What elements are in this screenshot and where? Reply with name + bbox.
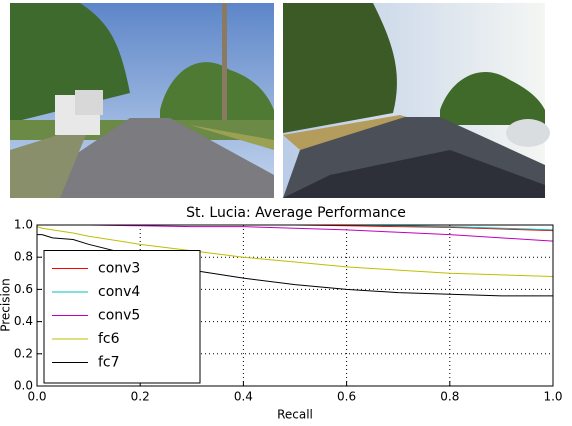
x-axis-label: Recall: [277, 408, 313, 422]
y-tick-label: 0.0: [14, 379, 33, 393]
y-tick-label: 0.8: [14, 250, 33, 264]
y-tick-label: 1.0: [14, 218, 33, 232]
axes-frame: [36, 224, 554, 387]
x-tick-label: 0.2: [131, 390, 150, 404]
photo-right: [283, 3, 550, 198]
legend-box: [43, 250, 201, 384]
y-tick-label: 0.4: [14, 314, 33, 328]
legend-label: conv4: [98, 284, 140, 300]
y-tick-label: 0.2: [14, 346, 33, 360]
y-tick-label: 0.6: [14, 282, 33, 296]
x-tick-label: 0.6: [337, 390, 356, 404]
legend-label: fc7: [98, 355, 120, 371]
chart-title: St. Lucia: Average Performance: [186, 205, 406, 221]
x-tick-label: 0.4: [234, 390, 253, 404]
photo-left: [10, 3, 274, 198]
y-axis-label: Precision: [0, 278, 13, 332]
series-line: [37, 234, 553, 297]
x-tick-label: 0.0: [27, 390, 46, 404]
legend-label: fc6: [98, 331, 120, 347]
legend-label: conv5: [98, 308, 140, 324]
x-tick-label: 1.0: [543, 390, 562, 404]
legend-label: conv3: [98, 261, 140, 277]
series-line: [36, 226, 554, 278]
x-tick-label: 0.8: [440, 390, 459, 404]
